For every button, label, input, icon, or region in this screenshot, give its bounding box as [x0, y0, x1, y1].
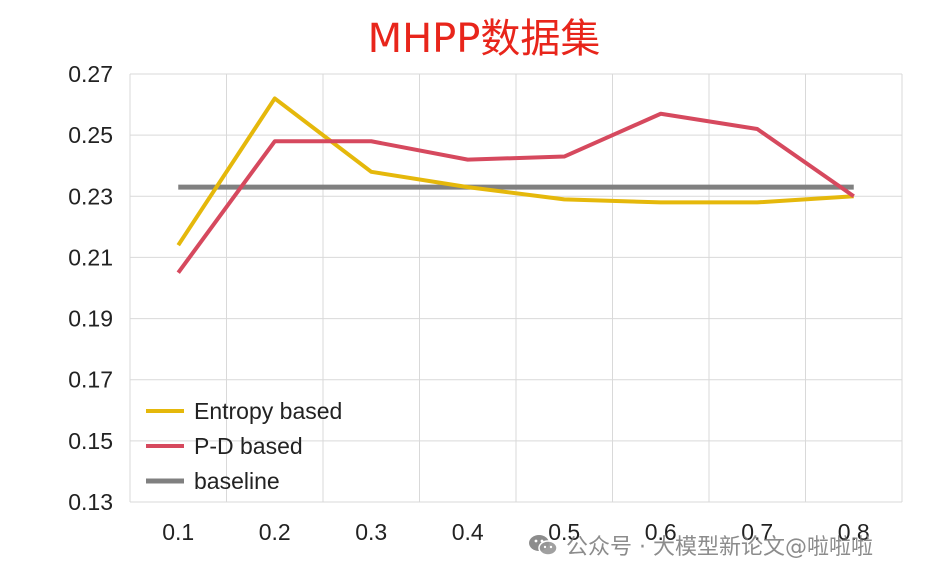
series-line-entropy-based	[176, 96, 854, 247]
y-tick-label: 0.21	[68, 244, 113, 270]
watermark-text: 公众号 · 大模型新论文@啦啦啦	[566, 535, 873, 560]
series-lines	[176, 96, 855, 274]
y-tick-label: 0.25	[68, 122, 113, 148]
x-tick-label: 0.4	[452, 519, 484, 545]
x-tick-label: 0.6	[645, 519, 677, 545]
x-tick-label: 0.1	[162, 519, 194, 545]
x-tick-label: 0.3	[355, 519, 387, 545]
y-tick-label: 0.17	[68, 367, 113, 393]
x-tick-label: 0.2	[259, 519, 291, 545]
y-tick-label: 0.23	[68, 183, 113, 209]
legend-label: baseline	[194, 468, 280, 494]
wechat-icon	[529, 535, 558, 556]
y-tick-label: 0.19	[68, 306, 113, 332]
grid	[129, 73, 903, 503]
legend: Entropy based P-D based baseline	[146, 398, 342, 494]
x-tick-label: 0.8	[838, 519, 870, 545]
x-tick-label: 0.5	[548, 519, 580, 545]
legend-label: Entropy based	[194, 398, 342, 424]
y-tick-label: 0.15	[68, 428, 113, 454]
y-tick-label: 0.13	[68, 489, 113, 515]
watermark: 公众号 · 大模型新论文@啦啦啦	[528, 530, 873, 560]
legend-label: P-D based	[194, 433, 303, 459]
chart-title: MHPP数据集	[368, 16, 601, 62]
y-axis-ticks: 0.27 0.25 0.23 0.21 0.19 0.17 0.15 0.13	[68, 61, 113, 515]
y-tick-label: 0.27	[68, 61, 113, 87]
series-line-p-d-based	[176, 111, 855, 274]
x-axis-ticks: 0.1 0.2 0.3 0.4 0.5 0.6 0.7 0.8	[162, 519, 869, 545]
x-tick-label: 0.7	[741, 519, 773, 545]
